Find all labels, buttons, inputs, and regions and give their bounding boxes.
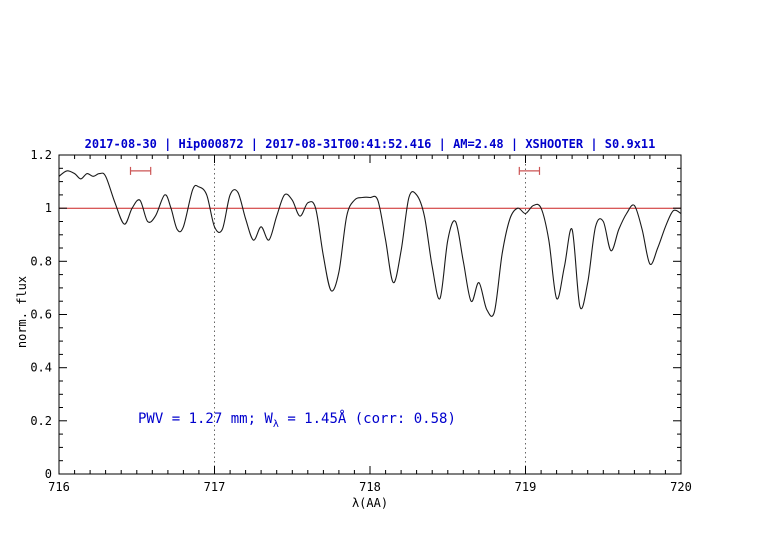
annotation-suffix: = 1.45Å (corr: 0.58) [278,411,456,427]
telluric-marker [129,166,152,175]
x-tick-label: 717 [204,480,226,494]
y-tick-label: 0 [45,467,52,481]
spectrum-line [59,170,681,317]
y-axis-label: norm. flux [15,275,29,349]
x-tick-label: 716 [48,480,70,494]
telluric-marker [518,166,541,175]
axis-ticks [58,154,682,475]
y-tick-label: 0.4 [30,361,52,375]
y-tick-label: 1.2 [30,148,52,162]
plot-title: 2017-08-30 | Hip000872 | 2017-08-31T00:4… [84,137,656,151]
y-tick-label: 0.8 [30,254,52,268]
x-axis-label: λ(AA) [351,496,389,510]
annotation-prefix: PWV = 1.27 mm; W [138,411,273,427]
y-tick-label: 1 [45,201,52,215]
x-tick-label: 719 [515,480,537,494]
x-tick-label: 718 [359,480,381,494]
x-tick-label: 720 [670,480,692,494]
y-tick-label: 0.2 [30,414,52,428]
y-tick-label: 0.6 [30,308,52,322]
pwv-annotation: PWV = 1.27 mm; Wλ = 1.45Å (corr: 0.58) [138,411,456,430]
annotation-lambda-subscript: λ [272,418,279,430]
